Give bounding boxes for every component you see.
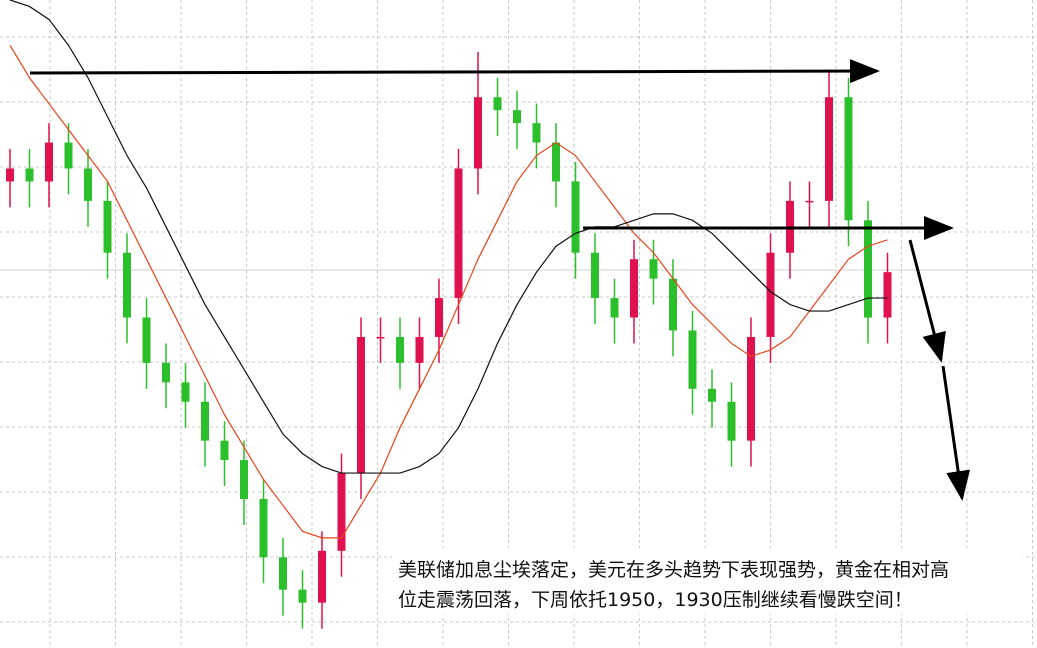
- note-box: [392, 548, 1022, 614]
- candle-body: [357, 336, 365, 474]
- candle-body: [181, 382, 190, 402]
- candle-body: [435, 298, 443, 337]
- candle-body: [64, 142, 73, 169]
- annotation-text: 美联储加息尘埃落定，美元在多头趋势下表现强势，黄金在相对高: [398, 559, 949, 581]
- candle-body: [649, 259, 658, 279]
- candle-body: [123, 252, 131, 318]
- candle-body: [318, 550, 326, 603]
- candle-body: [259, 498, 268, 558]
- candle-body: [844, 97, 853, 221]
- candle-body: [864, 220, 872, 318]
- annotation-text: 位走震荡回落，下周依托1950，1930压制继续看慢跌空间！: [398, 589, 913, 611]
- candle-body: [708, 388, 716, 402]
- candle-body: [396, 336, 404, 363]
- candle-body: [493, 97, 502, 111]
- candle-body: [630, 259, 638, 318]
- candle-body: [240, 460, 248, 499]
- down-arrow: [908, 239, 946, 363]
- candle-body: [883, 272, 892, 318]
- candle-body: [727, 401, 736, 441]
- candle-body: [532, 123, 541, 143]
- down-arrow: [941, 365, 971, 501]
- resistance-arrow: [29, 59, 880, 84]
- candle-body: [45, 142, 53, 182]
- candle-body: [6, 168, 14, 182]
- candle-body: [591, 252, 599, 299]
- candle-body: [474, 97, 482, 169]
- candle-body: [415, 336, 424, 363]
- candle-body: [825, 97, 833, 201]
- candle-body: [805, 200, 814, 203]
- candle-body: [610, 298, 619, 318]
- moving-average: [9, 0, 888, 474]
- annotations: [29, 59, 971, 501]
- candle-body: [142, 317, 151, 363]
- candle-body: [513, 110, 521, 124]
- candle-body: [279, 557, 287, 590]
- candle-body: [162, 362, 170, 383]
- candle-body: [571, 181, 580, 253]
- candle-body: [25, 168, 34, 182]
- candle-body: [220, 440, 229, 461]
- moving-average: [9, 45, 888, 539]
- candle-body: [84, 168, 92, 201]
- candle-body: [201, 401, 209, 441]
- candle-body: [766, 252, 775, 337]
- candle-body: [669, 278, 677, 331]
- candle-body: [103, 200, 112, 253]
- candle-body: [747, 336, 755, 441]
- candle-body: [376, 336, 385, 339]
- candle-body: [552, 142, 560, 182]
- candle-body: [337, 473, 346, 551]
- candle-body: [298, 589, 307, 603]
- plot: [6, 0, 892, 629]
- candle-body: [454, 168, 463, 299]
- candle-body: [688, 330, 697, 389]
